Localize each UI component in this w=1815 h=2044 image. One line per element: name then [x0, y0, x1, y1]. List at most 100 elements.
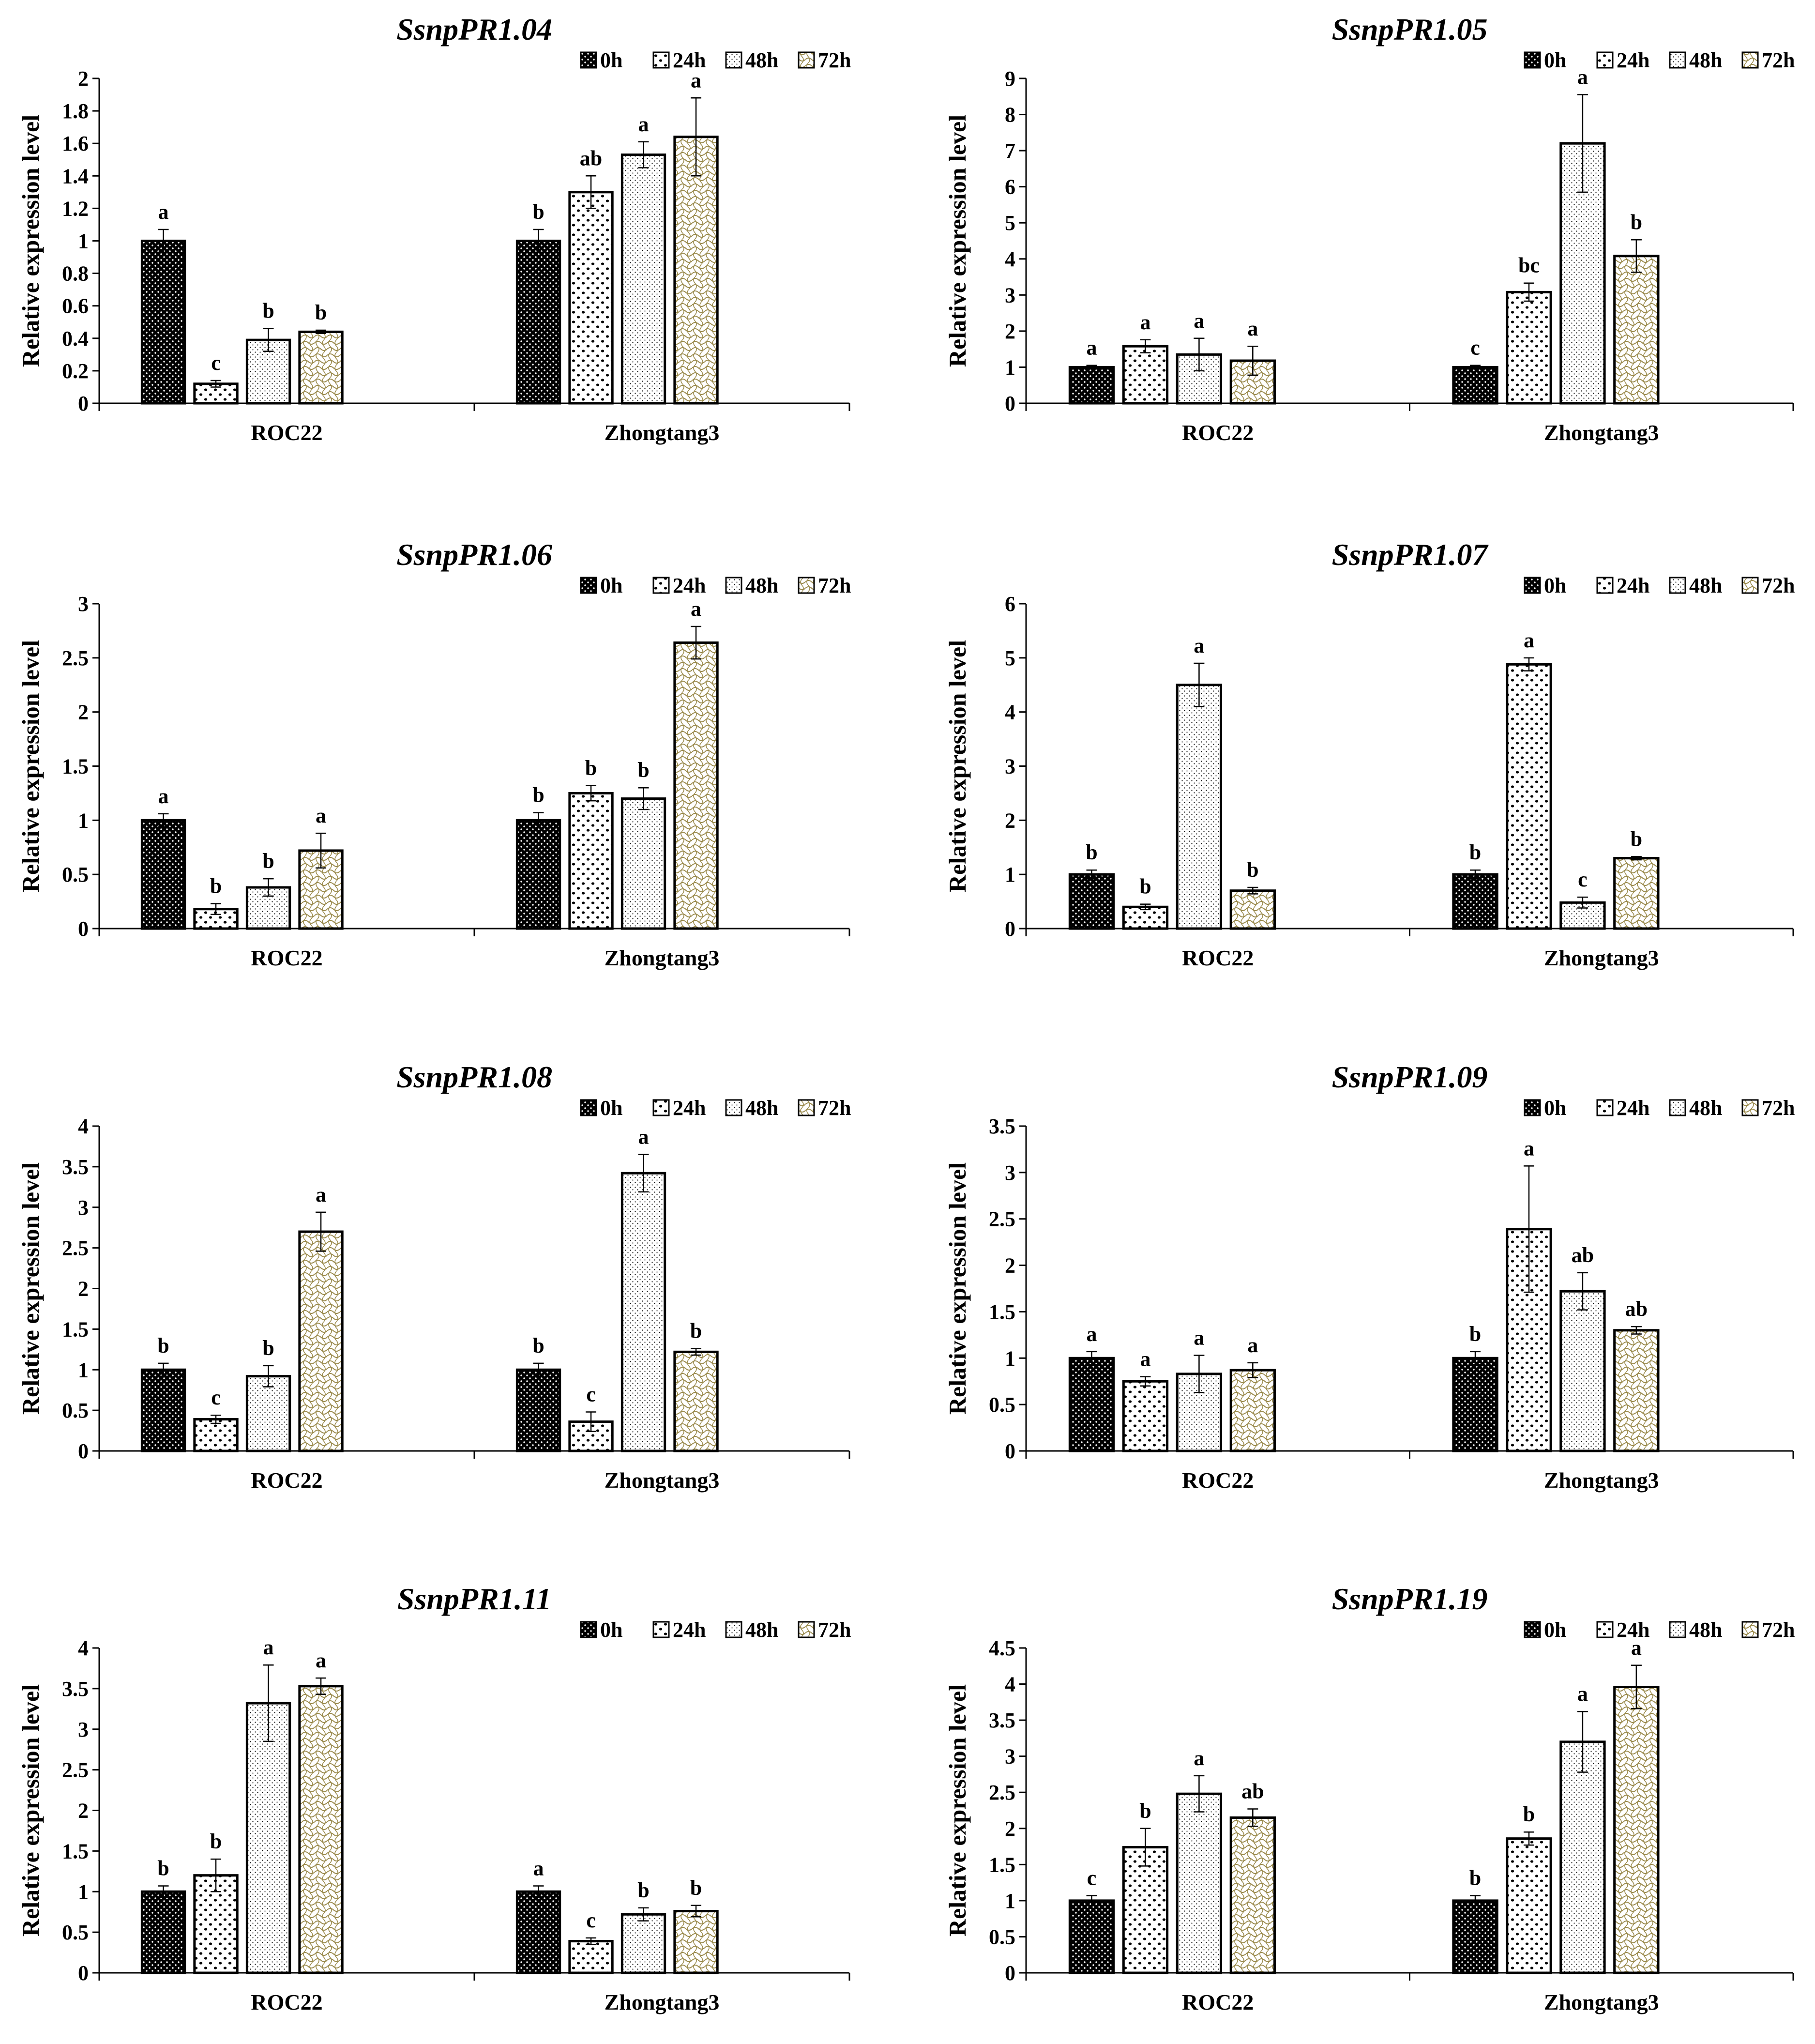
x-category-label: Zhongtang3	[605, 1468, 720, 1493]
significance-label: bc	[1518, 254, 1540, 277]
y-tick-label: 0	[78, 1439, 89, 1463]
y-axis-label: Relative expression level	[944, 1684, 971, 1937]
significance-label: a	[1524, 628, 1534, 652]
legend-swatch-72h	[1741, 51, 1759, 69]
significance-label: b	[262, 299, 274, 323]
legend-label: 0h	[1544, 1096, 1566, 1120]
significance-label: b	[210, 874, 222, 898]
significance-label: c	[211, 1386, 221, 1409]
bar-0h-Zhongtang3	[1452, 1357, 1498, 1452]
significance-label: ab	[1572, 1243, 1594, 1267]
legend-label: 0h	[600, 574, 622, 597]
legend-label: 48h	[1689, 48, 1722, 72]
chart-title: SsnpPR1.06	[396, 537, 552, 572]
y-tick-label: 1.5	[62, 1317, 89, 1341]
y-tick-label: 1	[78, 229, 89, 253]
bar-48h-ROC22	[1176, 1792, 1223, 1974]
y-tick-label: 0.5	[62, 1921, 89, 1944]
significance-label: a	[263, 1635, 274, 1659]
chart-title: SsnpPR1.08	[396, 1060, 552, 1094]
legend-label: 48h	[1689, 1096, 1722, 1120]
chart-title: SsnpPR1.05	[1332, 12, 1488, 46]
bar-0h-ROC22	[1068, 1357, 1115, 1452]
significance-label: b	[1469, 1322, 1481, 1346]
y-tick-label: 0.5	[62, 1399, 89, 1422]
significance-label: a	[1631, 1636, 1642, 1660]
y-tick-label: 2.5	[989, 1781, 1015, 1804]
legend-swatch-0h	[580, 51, 597, 69]
significance-label: a	[1140, 310, 1150, 334]
y-tick-label: 1.5	[62, 755, 89, 778]
significance-label: a	[1194, 309, 1204, 333]
x-category-label: ROC22	[1182, 420, 1254, 445]
y-tick-label: 2.5	[62, 1758, 89, 1782]
significance-label: a	[1194, 1746, 1204, 1770]
legend-swatch-24h	[652, 577, 670, 594]
significance-label: a	[691, 68, 701, 92]
y-tick-label: 2	[1005, 1817, 1015, 1841]
y-tick-label: 8	[1005, 103, 1015, 127]
significance-label: a	[316, 804, 326, 827]
bar-72h-Zhongtang3	[673, 1910, 719, 1974]
bar-72h-ROC22	[298, 330, 344, 405]
y-tick-label: 3.5	[62, 1155, 89, 1179]
x-category-label: Zhongtang3	[605, 1990, 720, 2014]
legend-swatch-0h	[580, 577, 597, 594]
legend-label: 24h	[673, 1618, 706, 1642]
x-category-label: ROC22	[251, 946, 322, 970]
significance-label: c	[1087, 1866, 1097, 1890]
y-tick-label: 0.6	[62, 294, 89, 318]
x-category-label: ROC22	[1182, 1468, 1254, 1493]
chart-panel: SsnpPR1.19 Relative expression level 0 0.5 1…	[944, 1582, 1795, 2014]
significance-label: a	[1087, 336, 1097, 360]
significance-label: a	[158, 784, 169, 808]
chart-title: SsnpPR1.19	[1332, 1582, 1488, 1616]
bar-24h-Zhongtang3	[1506, 290, 1552, 405]
significance-label: b	[210, 1830, 222, 1853]
y-tick-label: 0	[1005, 392, 1015, 415]
significance-label: b	[1523, 1802, 1535, 1826]
chart-panel: SsnpPR1.08 Relative expression level 0 0.5 1…	[17, 1060, 851, 1493]
y-tick-label: 4.5	[989, 1636, 1015, 1660]
y-tick-label: 0	[1005, 917, 1015, 941]
y-tick-label: 0	[78, 392, 89, 415]
significance-label: a	[1087, 1322, 1097, 1346]
chart-panel: SsnpPR1.07 Relative expression level 0 1 2 3 4…	[944, 537, 1795, 970]
y-tick-label: 4	[78, 1636, 89, 1660]
y-tick-label: 1	[1005, 355, 1015, 379]
y-axis-label: Relative expression level	[17, 640, 44, 892]
bar-72h-Zhongtang3	[1613, 857, 1660, 930]
bar-0h-ROC22	[1068, 873, 1115, 930]
bar-48h-Zhongtang3	[1559, 1290, 1606, 1452]
legend-swatch-0h	[1524, 1621, 1541, 1638]
y-tick-label: 3.5	[989, 1114, 1015, 1138]
legend-label: 24h	[673, 1096, 706, 1120]
y-tick-label: 3	[1005, 1161, 1015, 1185]
significance-label: b	[157, 1857, 169, 1880]
legend-label: 72h	[818, 48, 851, 72]
legend-swatch-72h	[1741, 577, 1759, 594]
y-tick-label: 1.5	[62, 1839, 89, 1863]
significance-label: b	[1469, 840, 1481, 864]
legend-label: 48h	[745, 1096, 778, 1120]
legend-swatch-48h	[1669, 577, 1686, 594]
significance-label: c	[586, 1908, 596, 1932]
legend-swatch-24h	[1596, 577, 1614, 594]
legend-swatch-72h	[798, 1099, 815, 1116]
y-tick-label: 3	[78, 1718, 89, 1741]
significance-label: b	[532, 200, 544, 224]
legend-swatch-0h	[580, 1099, 597, 1116]
bar-24h-Zhongtang3	[568, 191, 614, 405]
significance-label: b	[637, 758, 649, 782]
bar-48h-ROC22	[1176, 684, 1223, 930]
y-tick-label: 1.2	[62, 197, 89, 220]
significance-label: ab	[580, 146, 602, 170]
significance-label: c	[586, 1382, 596, 1406]
y-tick-label: 1	[78, 1880, 89, 1904]
x-category-label: Zhongtang3	[1544, 420, 1659, 445]
bar-0h-ROC22	[1068, 1899, 1115, 1974]
y-tick-label: 7	[1005, 139, 1015, 163]
y-tick-label: 2	[78, 67, 89, 91]
y-axis-label: Relative expression level	[944, 1162, 971, 1415]
